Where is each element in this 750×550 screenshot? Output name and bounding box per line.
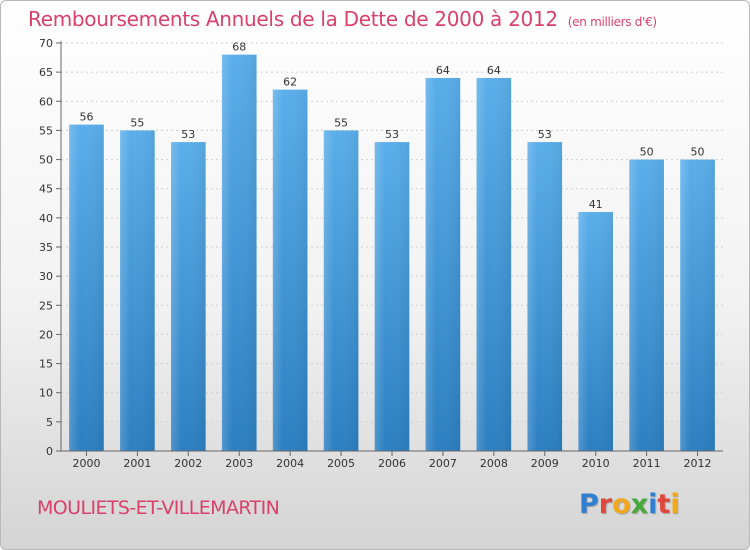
bars: [69, 54, 715, 452]
x-tick-label: 2000: [72, 457, 100, 470]
bar-shine: [170, 142, 206, 452]
labels: 0 5 10 15 20 25 30 35 40 45 50 55 60 65 70 56 2000 55 2001…: [39, 37, 712, 470]
data-label: 55: [334, 116, 348, 129]
y-tick-label: 15: [39, 358, 53, 371]
y-tick-label: 45: [39, 183, 53, 196]
x-tick-label: 2012: [684, 457, 712, 470]
y-tick-label: 25: [39, 299, 53, 312]
y-tick-label: 60: [39, 95, 53, 108]
logo-letter: i: [670, 489, 680, 520]
bar-shine: [272, 89, 308, 451]
x-tick-label: 2009: [531, 457, 559, 470]
data-label: 64: [436, 64, 450, 77]
proxiti-logo: Proxiti: [579, 489, 680, 520]
bar-shine: [476, 77, 512, 451]
commune-name: MOULIETS-ET-VILLEMARTIN: [37, 497, 280, 519]
data-label: 50: [640, 146, 654, 159]
y-tick-label: 30: [39, 270, 53, 283]
y-tick-label: 65: [39, 66, 53, 79]
y-tick-label: 35: [39, 241, 53, 254]
x-tick-label: 2005: [327, 457, 355, 470]
logo-letter: i: [648, 489, 658, 520]
data-label: 53: [538, 128, 552, 141]
axes: [56, 41, 723, 456]
data-label: 41: [589, 198, 603, 211]
x-tick-label: 2007: [429, 457, 457, 470]
data-label: 55: [130, 116, 144, 129]
y-tick-label: 5: [46, 416, 53, 429]
data-label: 64: [487, 64, 501, 77]
bar-shine: [425, 77, 461, 451]
bar-shine: [69, 124, 104, 451]
bar-shine: [527, 142, 563, 452]
data-label: 56: [79, 111, 93, 124]
logo-letter: x: [630, 489, 649, 520]
x-tick-label: 2006: [378, 457, 406, 470]
x-tick-label: 2010: [582, 457, 610, 470]
chart-subtitle: (en milliers d'€): [567, 15, 657, 29]
bar-shine: [578, 212, 614, 451]
logo-letter: t: [657, 489, 671, 520]
bar-shine: [323, 130, 359, 451]
data-label: 50: [691, 146, 705, 159]
data-label: 53: [385, 128, 399, 141]
bar-shine: [629, 159, 664, 452]
bar-shine: [221, 54, 257, 452]
bar-shine: [680, 159, 715, 452]
data-label: 62: [283, 76, 297, 89]
chart-title: Remboursements Annuels de la Dette de 20…: [28, 7, 657, 31]
x-tick-label: 2008: [480, 457, 508, 470]
chart-title-text: Remboursements Annuels de la Dette de 20…: [28, 7, 558, 31]
y-tick-label: 0: [46, 445, 53, 458]
y-tick-label: 20: [39, 328, 53, 341]
x-tick-label: 2011: [633, 457, 661, 470]
x-tick-label: 2001: [123, 457, 151, 470]
data-label: 68: [232, 41, 246, 54]
x-tick-label: 2003: [225, 457, 253, 470]
x-tick-label: 2004: [276, 457, 304, 470]
y-tick-label: 55: [39, 124, 53, 137]
x-tick-label: 2002: [174, 457, 202, 470]
logo-letter: r: [598, 489, 613, 520]
bar-shine: [374, 142, 410, 452]
bar-shine: [120, 130, 155, 451]
y-tick-label: 10: [39, 387, 53, 400]
y-tick-label: 40: [39, 212, 53, 225]
logo-letter: P: [579, 489, 599, 520]
y-tick-label: 70: [39, 37, 53, 50]
data-label: 53: [181, 128, 195, 141]
y-tick-label: 50: [39, 154, 53, 167]
logo-letter: o: [612, 489, 631, 520]
